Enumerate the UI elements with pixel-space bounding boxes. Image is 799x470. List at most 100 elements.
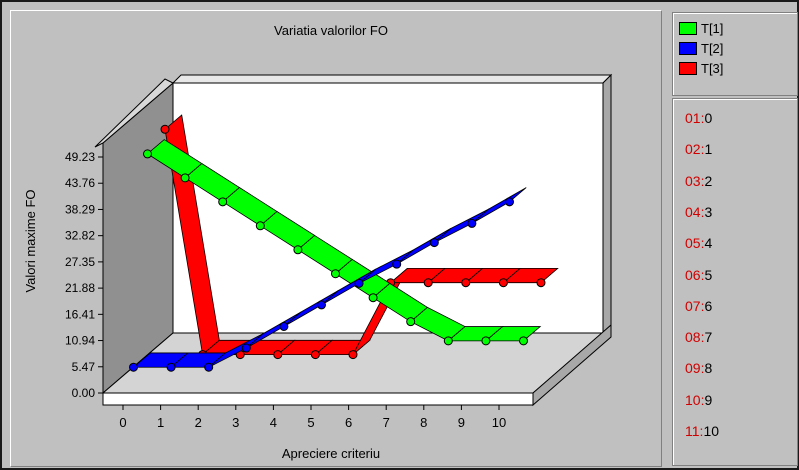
row-index: 08: xyxy=(685,329,705,346)
row-index: 06: xyxy=(685,266,705,283)
data-point xyxy=(467,218,477,228)
y-tick-label: 49.23 xyxy=(65,150,95,164)
chart-3d-plot: 0.005.4710.9416.4121.8827.3532.8238.2943… xyxy=(23,23,613,461)
data-point xyxy=(406,317,416,327)
legend-swatch xyxy=(679,61,697,75)
legend-item: T[2] xyxy=(679,39,723,57)
x-axis-label: Apreciere criteriu xyxy=(282,446,380,461)
data-point xyxy=(443,336,453,346)
x-tick-label: 7 xyxy=(383,415,390,430)
data-point xyxy=(392,259,402,269)
ribbon-segment xyxy=(471,187,527,224)
left-wall-rim xyxy=(94,78,174,148)
y-tick-label: 32.82 xyxy=(65,229,95,243)
legend-swatch xyxy=(679,41,697,55)
series-t2 xyxy=(129,187,527,372)
data-point xyxy=(273,350,283,360)
data-point xyxy=(166,362,176,372)
x-tick-label: 2 xyxy=(195,415,202,430)
row-value: 0 xyxy=(704,110,713,126)
data-point xyxy=(160,124,170,134)
values-list-row: 03:2 xyxy=(685,172,712,190)
row-value: 6 xyxy=(704,297,713,314)
row-value: 7 xyxy=(704,329,713,346)
floor-side xyxy=(532,323,612,407)
data-point xyxy=(218,197,228,207)
x-tick-label: 8 xyxy=(420,415,427,430)
row-index: 10: xyxy=(685,391,705,408)
row-value: 10 xyxy=(703,423,720,439)
data-point xyxy=(310,350,320,360)
ribbon-segment xyxy=(502,267,559,284)
y-tick-label: 38.29 xyxy=(65,202,95,216)
y-tick-label: 21.88 xyxy=(65,281,95,295)
x-tick-label: 9 xyxy=(458,415,465,430)
row-index: 03: xyxy=(685,172,705,189)
y-tick-label: 16.41 xyxy=(65,307,95,321)
values-list-row: 07:6 xyxy=(685,297,712,315)
row-value: 3 xyxy=(704,203,713,220)
row-index: 07: xyxy=(685,297,705,314)
data-point xyxy=(180,173,190,183)
data-point xyxy=(204,362,214,372)
data-point xyxy=(505,197,514,207)
data-point xyxy=(354,278,364,288)
row-index: 09: xyxy=(685,360,705,377)
y-tick-label: 43.76 xyxy=(65,176,95,190)
values-list-panel: 01:0 02:1 03:2 04:3 05:4 06:5 07:6 08:7 09:8 10:9… xyxy=(672,98,798,466)
floor-edge xyxy=(102,392,534,406)
y-axis-label: Valori maxime FO xyxy=(23,189,38,292)
data-point xyxy=(317,300,326,310)
data-point xyxy=(519,336,528,346)
row-value: 8 xyxy=(704,360,713,377)
row-value: 2 xyxy=(704,172,713,189)
data-point xyxy=(536,278,546,288)
data-point xyxy=(279,321,289,331)
y-tick-label: 10.94 xyxy=(65,334,95,348)
ribbon-segment xyxy=(484,326,542,342)
row-index: 01: xyxy=(685,110,705,126)
legend-panel: T[1] T[2] T[3] xyxy=(672,12,798,96)
values-list-row: 02:1 xyxy=(685,140,712,158)
legend-item: T[1] xyxy=(679,19,723,37)
row-value: 1 xyxy=(704,141,713,158)
values-list-row: 04:3 xyxy=(685,203,712,221)
y-tick-label: 5.47 xyxy=(72,360,96,374)
values-list-row: 01:0 xyxy=(685,109,712,127)
legend-label: T[1] xyxy=(701,20,724,36)
values-list-row: 09:8 xyxy=(685,359,712,377)
legend-swatch xyxy=(679,21,697,35)
row-index: 05: xyxy=(685,235,705,252)
values-list-row: 10:9 xyxy=(685,391,712,409)
data-point xyxy=(368,293,378,303)
data-point xyxy=(348,350,358,360)
row-index: 02: xyxy=(685,141,705,158)
x-tick-label: 10 xyxy=(492,415,506,430)
back-wall-rim xyxy=(171,74,613,84)
data-point xyxy=(293,245,303,255)
values-list-row: 05:4 xyxy=(685,234,712,252)
series-t1 xyxy=(143,139,542,346)
data-point xyxy=(241,343,251,353)
data-point xyxy=(331,269,340,279)
row-value: 4 xyxy=(704,235,713,252)
values-list-row: 08:7 xyxy=(685,328,712,346)
data-point xyxy=(429,238,439,248)
back-wall-side xyxy=(602,73,612,335)
x-tick-label: 4 xyxy=(270,415,277,430)
chart-panel: 0.00 5.47 10.94 16.41 21.88 27.35 32.82 38.29 43… xyxy=(10,10,662,467)
data-point xyxy=(461,278,471,288)
row-value: 9 xyxy=(704,391,713,408)
legend-item: T[3] xyxy=(679,59,723,77)
row-index: 11: xyxy=(685,423,704,439)
values-list-row: 06:5 xyxy=(685,266,712,284)
x-tick-label: 6 xyxy=(345,415,352,430)
legend-label: T[3] xyxy=(701,60,724,76)
row-value: 5 xyxy=(704,266,713,283)
chart-title: Variatia valorilor FO xyxy=(274,23,388,38)
x-tick-label: 5 xyxy=(307,415,314,430)
data-point xyxy=(143,149,152,159)
data-point xyxy=(129,362,138,372)
data-point xyxy=(423,278,433,288)
